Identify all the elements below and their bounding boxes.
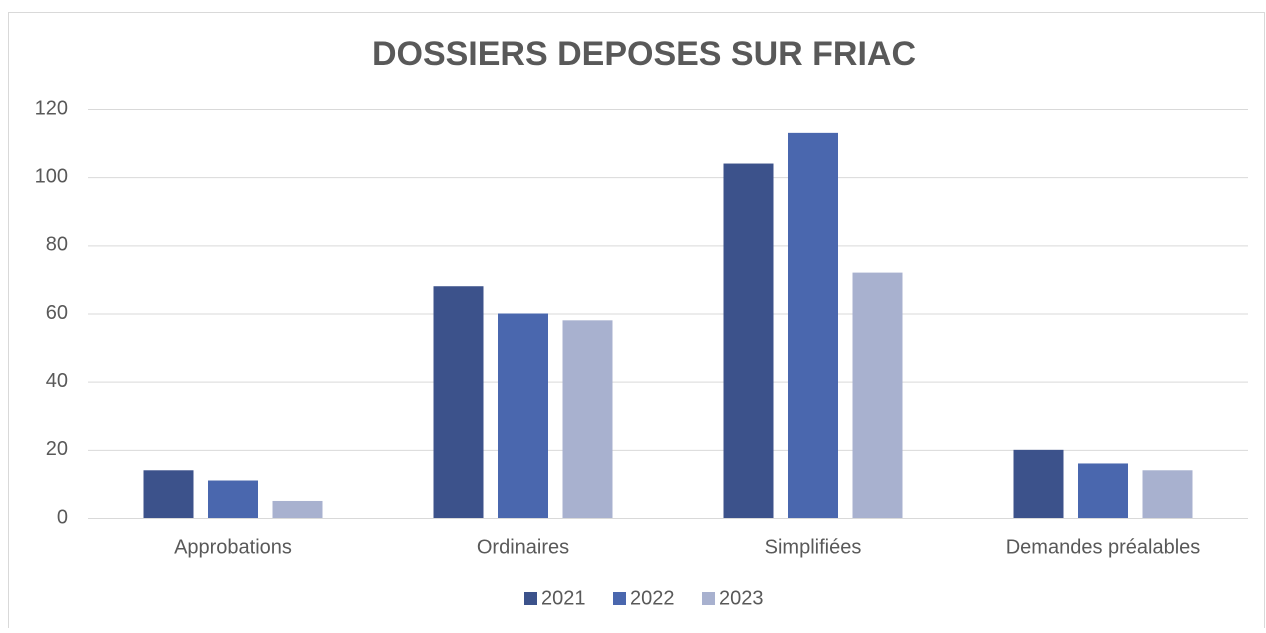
bar — [852, 272, 903, 518]
legend-label: 2023 — [719, 587, 764, 609]
y-tick-label: 120 — [35, 97, 68, 119]
x-tick-label: Demandes préalables — [1006, 536, 1201, 558]
bar — [143, 470, 194, 518]
bar — [498, 313, 548, 518]
bar — [1078, 463, 1128, 518]
legend-swatch — [702, 592, 715, 605]
y-tick-label: 40 — [46, 370, 68, 392]
bar — [1142, 470, 1193, 518]
x-tick-label: Approbations — [174, 536, 292, 558]
bar — [1013, 449, 1064, 518]
bar — [788, 132, 838, 518]
chart-border — [8, 12, 1265, 633]
bar — [723, 163, 774, 519]
legend-swatch — [524, 592, 537, 605]
chart-title: DOSSIERS DEPOSES SUR FRIAC — [372, 35, 916, 73]
bar — [272, 500, 323, 518]
y-tick-label: 60 — [46, 302, 68, 324]
bar — [208, 480, 258, 518]
x-tick-label: Simplifiées — [765, 536, 862, 558]
y-tick-label: 0 — [57, 506, 68, 528]
x-tick-label: Ordinaires — [477, 536, 569, 558]
y-tick-label: 100 — [35, 165, 68, 187]
bar — [562, 320, 613, 518]
legend-label: 2021 — [541, 587, 586, 609]
legend-swatch — [613, 592, 626, 605]
bar — [433, 286, 484, 518]
legend-label: 2022 — [630, 587, 675, 609]
y-tick-label: 20 — [46, 438, 68, 460]
y-tick-label: 80 — [46, 234, 68, 256]
